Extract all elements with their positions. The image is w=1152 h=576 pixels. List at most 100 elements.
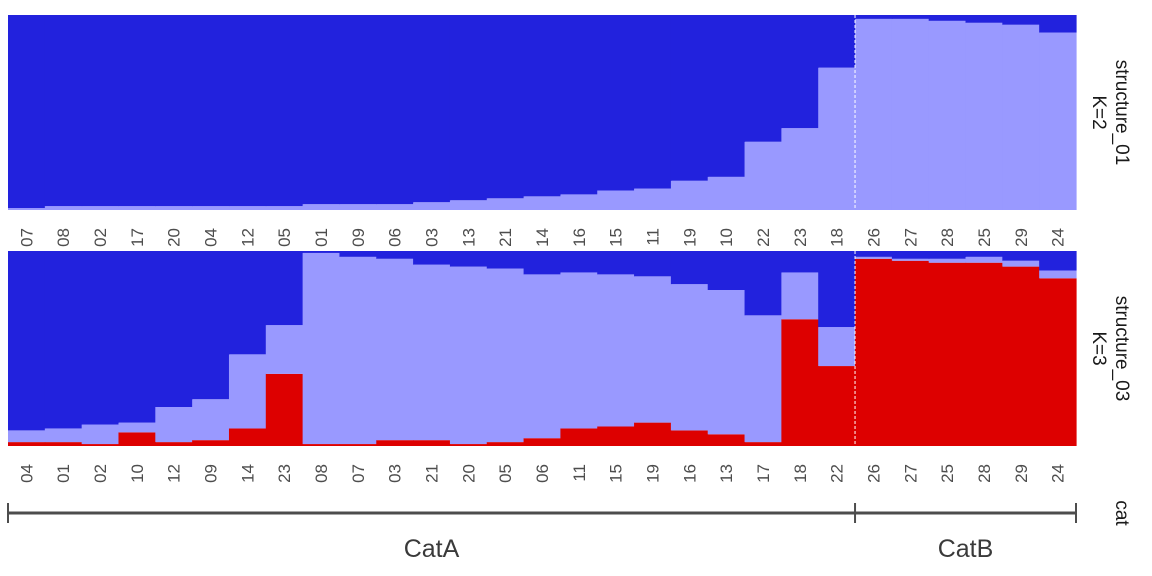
- bar-segment-20-k1: [449, 251, 488, 267]
- bar-segment-13-k1: [449, 15, 488, 201]
- bar-segment-05-k3: [486, 442, 525, 446]
- strip-label-line-1: structure_03: [1111, 296, 1132, 402]
- bar-segment-01-k1: [44, 251, 83, 429]
- bar-segment-25-k1: [965, 15, 1003, 23]
- bar-segment-27-k1: [891, 15, 930, 19]
- x-tick-label: 02: [91, 228, 110, 247]
- x-tick-label: 23: [791, 228, 810, 247]
- bar-segment-20-k3: [449, 444, 488, 446]
- x-tick-label: 13: [459, 228, 478, 247]
- bar-segment-20-k1: [155, 15, 193, 207]
- bar-segment-24-k2: [1039, 32, 1077, 210]
- bar-segment-17-k2: [118, 206, 156, 210]
- bar-segment-28-k3: [965, 262, 1003, 446]
- bar-segment-15-k1: [597, 251, 635, 275]
- bar-segment-19-k2: [634, 276, 672, 423]
- bar-segment-26-k3: [855, 258, 893, 446]
- x-tick-label: 09: [202, 464, 221, 483]
- bar-segment-02-k2: [81, 206, 120, 210]
- x-tick-label: 13: [717, 464, 736, 483]
- bar-segment-06-k1: [376, 15, 414, 205]
- bar-segment-14-k2: [523, 196, 562, 210]
- x-tick-label: 09: [349, 228, 368, 247]
- bar-segment-25-k1: [928, 251, 967, 259]
- bar-segment-24-k2: [1039, 270, 1077, 279]
- bar-segment-17-k1: [744, 251, 782, 316]
- bar-segment-15-k2: [597, 190, 635, 210]
- x-tick-label: 10: [717, 228, 736, 247]
- bar-segment-14-k3: [228, 428, 267, 446]
- bar-segment-03-k3: [376, 440, 414, 446]
- bar-segment-18-k2: [781, 272, 819, 320]
- x-tick-label: 16: [680, 464, 699, 483]
- bar-segment-21-k2: [486, 198, 525, 210]
- bar-segment-01-k1: [302, 15, 341, 205]
- bar-segment-29-k1: [1002, 251, 1040, 261]
- bar-segment-28-k2: [965, 256, 1003, 263]
- bar-segment-24-k1: [1039, 251, 1077, 271]
- strip-structure-01: structure_01 K=2: [1088, 60, 1132, 166]
- bar-segment-01-k3: [44, 442, 83, 446]
- bar-segment-26-k1: [855, 251, 893, 257]
- x-tick-label: 19: [643, 464, 662, 483]
- bar-segment-26-k2: [855, 256, 893, 259]
- group-strip-label: cat: [1111, 500, 1132, 526]
- bar-segment-28-k1: [965, 251, 1003, 257]
- bar-segment-13-k1: [707, 251, 746, 290]
- bar-segment-15-k2: [597, 274, 635, 427]
- bar-segment-11-k1: [634, 15, 672, 189]
- bar-segment-22-k2: [818, 327, 856, 367]
- bar-segment-27-k1: [891, 251, 930, 259]
- x-tick-label: 01: [54, 464, 73, 483]
- bar-segment-08-k2: [302, 252, 341, 445]
- bar-segment-08-k1: [302, 251, 341, 253]
- x-tick-label: 25: [975, 228, 994, 247]
- x-tick-label: 08: [54, 228, 73, 247]
- x-tick-label: 05: [275, 228, 294, 247]
- bar-segment-02-k1: [81, 251, 120, 425]
- x-tick-label: 24: [1049, 228, 1068, 247]
- x-tick-label: 18: [828, 228, 847, 247]
- bar-segment-04-k1: [192, 15, 230, 207]
- x-ticks-structure-01: 07 08 02 17 20 04 12 05 01 09 06 03 13 21 14 16 15 11 19 10…: [17, 228, 1067, 247]
- bar-segment-12-k1: [155, 251, 193, 407]
- bar-segment-09-k2: [339, 204, 377, 210]
- x-tick-label: 26: [864, 464, 883, 483]
- bar-segment-23-k1: [265, 251, 304, 326]
- x-tick-label: 24: [1049, 464, 1068, 483]
- x-tick-label: 11: [570, 464, 589, 482]
- bar-segment-12-k2: [155, 407, 193, 443]
- x-tick-label: 29: [1012, 464, 1031, 483]
- bar-segment-22-k1: [744, 15, 782, 142]
- strip-label-line-2: K=2: [1088, 95, 1109, 129]
- x-tick-label: 07: [349, 464, 368, 483]
- bar-segment-29-k2: [1002, 24, 1040, 210]
- bar-segment-23-k2: [781, 128, 819, 210]
- bar-segment-16-k2: [560, 194, 598, 210]
- bar-segment-09-k1: [339, 15, 377, 205]
- bar-segment-11-k3: [560, 428, 598, 446]
- bar-segment-20-k2: [155, 206, 193, 210]
- bar-segment-28-k2: [928, 20, 967, 210]
- bar-segment-01-k2: [302, 204, 341, 210]
- x-tick-label: 03: [386, 464, 405, 483]
- x-tick-label: 16: [570, 228, 589, 247]
- bar-segment-22-k3: [818, 366, 856, 446]
- x-tick-label: 11: [643, 228, 662, 246]
- bar-segment-26-k1: [855, 15, 893, 19]
- bar-segment-04-k2: [8, 430, 46, 443]
- bar-segment-17-k1: [118, 15, 156, 207]
- bar-segment-07-k2: [8, 208, 46, 210]
- bar-segment-01-k2: [44, 428, 83, 443]
- bar-segment-13-k2: [449, 200, 488, 210]
- bar-segment-18-k3: [781, 319, 819, 446]
- x-tick-label: 15: [607, 464, 626, 483]
- bar-segment-09-k2: [192, 399, 230, 441]
- bar-segment-05-k2: [486, 268, 525, 443]
- bar-segment-08-k3: [302, 444, 341, 446]
- x-tick-label: 12: [238, 228, 257, 247]
- x-tick-label: 15: [607, 228, 626, 247]
- x-tick-label: 25: [938, 464, 957, 483]
- x-tick-label: 26: [864, 228, 883, 247]
